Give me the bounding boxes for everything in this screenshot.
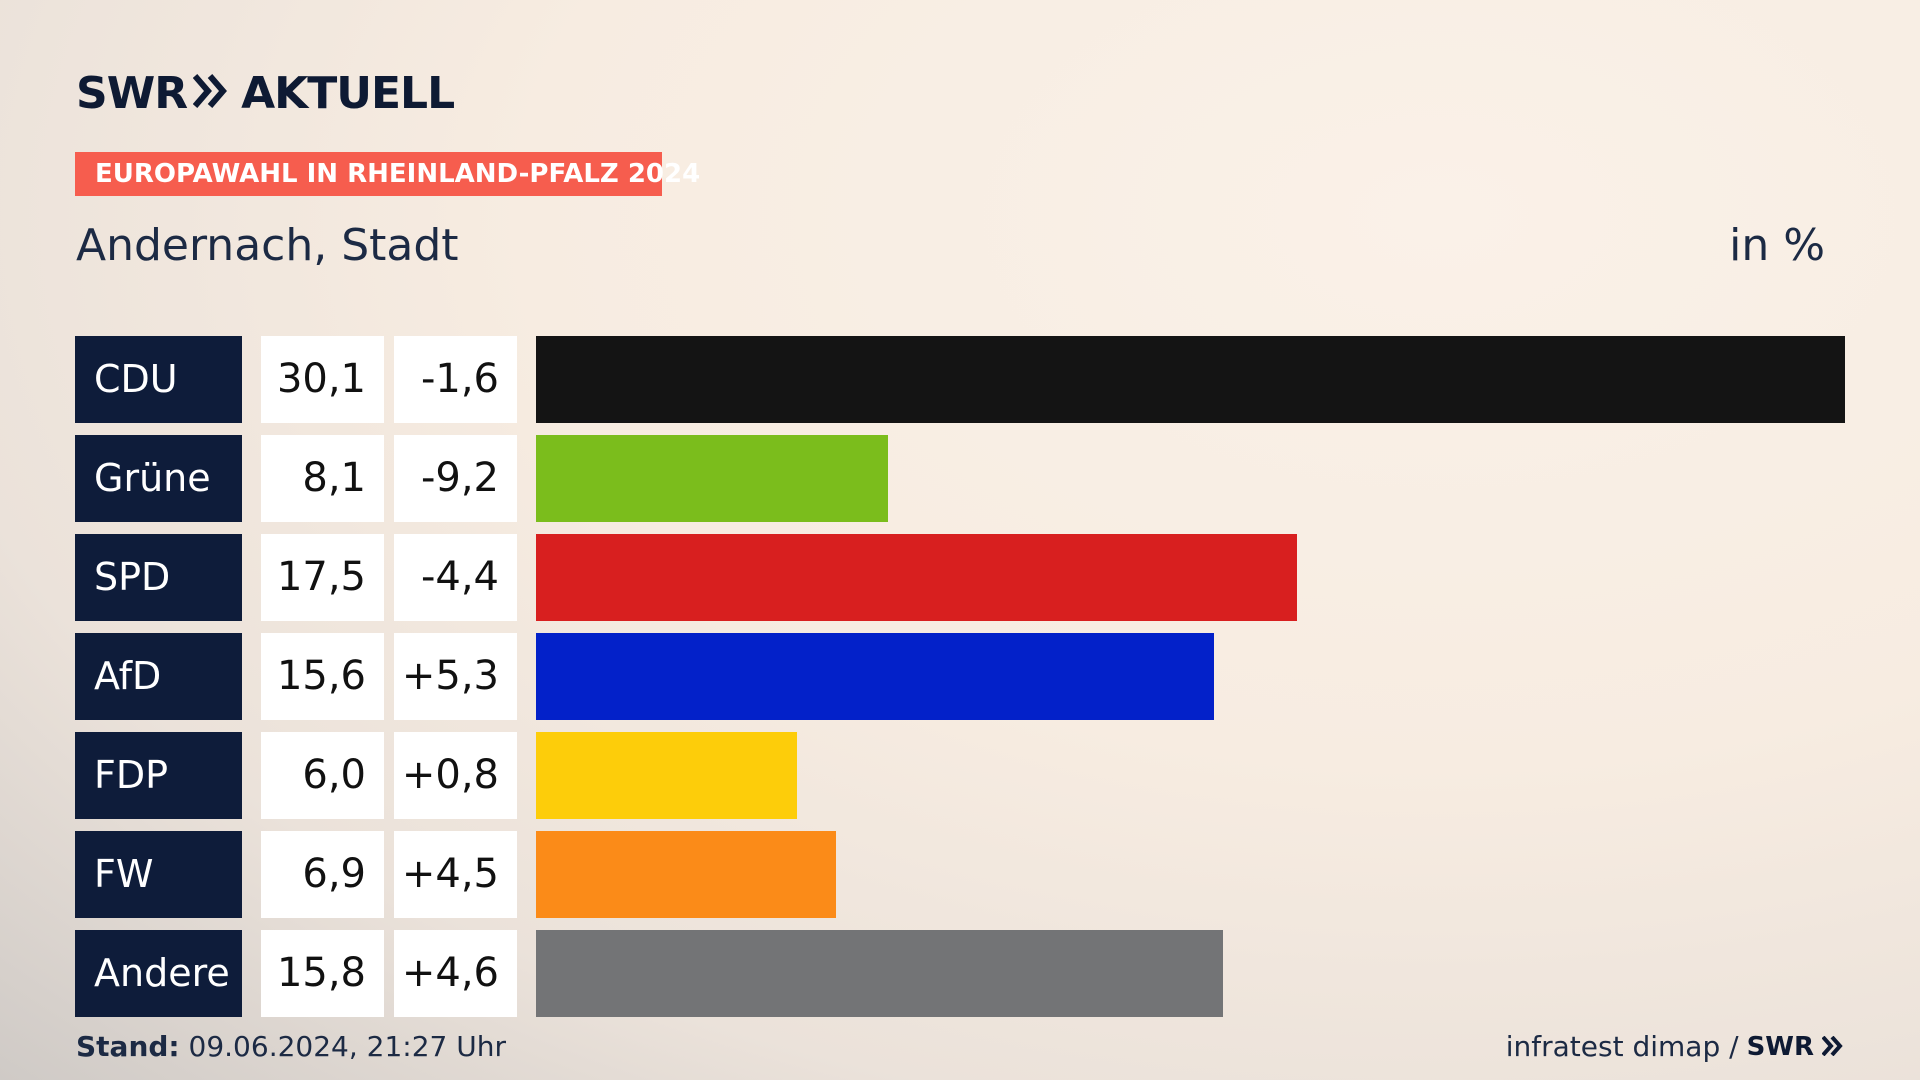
party-label: Andere bbox=[75, 930, 242, 1017]
chevron-double-right-icon bbox=[192, 68, 229, 119]
bar-spd bbox=[536, 534, 1297, 621]
election-tag: EUROPAWAHL IN RHEINLAND-PFALZ 2024 bbox=[75, 152, 700, 196]
bar-fw bbox=[536, 831, 836, 918]
stand-label: Stand: bbox=[76, 1030, 180, 1063]
vote-share-label: 15,8 bbox=[261, 930, 384, 1017]
party-label: Grüne bbox=[75, 435, 242, 522]
swr-small-logo-text: SWR bbox=[1746, 1031, 1814, 1062]
source-credit: infratest dimap / SWR bbox=[1506, 1030, 1844, 1063]
bar-cdu bbox=[536, 336, 1845, 423]
change-label: +0,8 bbox=[394, 732, 517, 819]
vote-share-label: 15,6 bbox=[261, 633, 384, 720]
vote-share-label: 17,5 bbox=[261, 534, 384, 621]
party-label: CDU bbox=[75, 336, 242, 423]
swr-aktuell-logo: SWR AKTUELL bbox=[76, 68, 455, 119]
source-text: infratest dimap / bbox=[1505, 1030, 1739, 1063]
stand-value: 09.06.2024, 21:27 Uhr bbox=[188, 1030, 506, 1063]
change-label: -1,6 bbox=[394, 336, 517, 423]
logo-aktuell-text: AKTUELL bbox=[241, 68, 455, 119]
vote-share-label: 6,9 bbox=[261, 831, 384, 918]
vote-share-label: 8,1 bbox=[261, 435, 384, 522]
chevron-double-right-small-icon bbox=[1821, 1030, 1844, 1063]
bar-fdp bbox=[536, 732, 797, 819]
vote-share-label: 30,1 bbox=[261, 336, 384, 423]
vote-share-label: 6,0 bbox=[261, 732, 384, 819]
change-label: -4,4 bbox=[394, 534, 517, 621]
party-label: SPD bbox=[75, 534, 242, 621]
page-title: Andernach, Stadt bbox=[76, 220, 459, 271]
party-label: AfD bbox=[75, 633, 242, 720]
change-label: +4,5 bbox=[394, 831, 517, 918]
change-label: +4,6 bbox=[394, 930, 517, 1017]
change-label: +5,3 bbox=[394, 633, 517, 720]
bar-grüne bbox=[536, 435, 888, 522]
logo-swr-text: SWR bbox=[76, 68, 188, 119]
party-label: FDP bbox=[75, 732, 242, 819]
bar-andere bbox=[536, 930, 1223, 1017]
unit-label: in % bbox=[1729, 220, 1825, 271]
change-label: -9,2 bbox=[394, 435, 517, 522]
party-label: FW bbox=[75, 831, 242, 918]
timestamp: Stand: 09.06.2024, 21:27 Uhr bbox=[76, 1030, 506, 1063]
bar-afd bbox=[536, 633, 1214, 720]
